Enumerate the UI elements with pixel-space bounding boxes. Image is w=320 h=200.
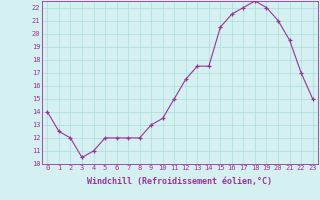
X-axis label: Windchill (Refroidissement éolien,°C): Windchill (Refroidissement éolien,°C) bbox=[87, 177, 273, 186]
